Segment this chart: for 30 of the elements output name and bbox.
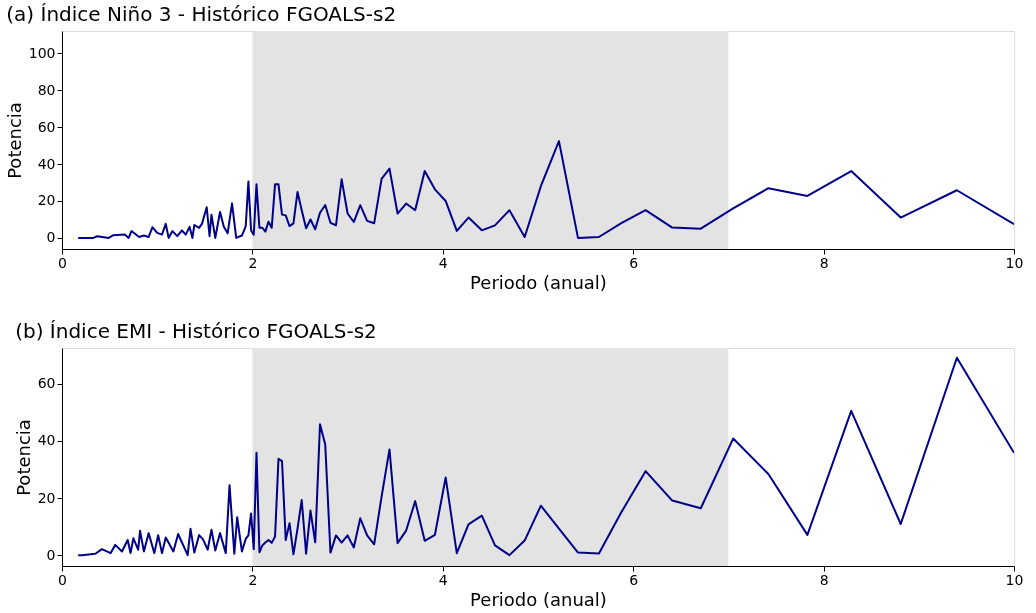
y-tick-label: 80 bbox=[37, 81, 56, 98]
y-tick-label: 40 bbox=[37, 432, 56, 449]
x-tick-label: 4 bbox=[438, 254, 448, 271]
x-tick-label: 6 bbox=[629, 254, 639, 271]
y-tick-label: 0 bbox=[46, 229, 56, 246]
x-tick-label: 0 bbox=[58, 254, 67, 271]
y-tick-label: 40 bbox=[37, 155, 56, 172]
x-axis-title: Periodo (anual) bbox=[470, 588, 607, 610]
x-tick-label: 8 bbox=[819, 571, 829, 588]
y-tick-label: 60 bbox=[37, 375, 56, 392]
y-tick-label: 20 bbox=[37, 192, 56, 209]
y-axis-title: Potencia bbox=[3, 102, 25, 179]
x-tick-label: 2 bbox=[248, 254, 258, 271]
x-tick-label: 2 bbox=[248, 571, 258, 588]
x-tick-label: 10 bbox=[1005, 571, 1024, 588]
x-tick-label: 0 bbox=[58, 571, 67, 588]
x-tick-label: 4 bbox=[438, 571, 448, 588]
y-tick-label: 100 bbox=[28, 44, 56, 61]
y-tick-label: 0 bbox=[46, 546, 56, 563]
x-axis-title: Periodo (anual) bbox=[470, 271, 607, 293]
x-tick-label: 8 bbox=[819, 254, 829, 271]
y-tick-label: 60 bbox=[37, 118, 56, 135]
line-series bbox=[77, 356, 1014, 557]
y-axis-title: Potencia bbox=[12, 419, 34, 496]
line-series bbox=[77, 140, 1014, 239]
x-tick-label: 10 bbox=[1005, 254, 1024, 271]
x-tick-label: 6 bbox=[629, 571, 639, 588]
y-tick-label: 20 bbox=[37, 489, 56, 506]
chart-title: (a) Índice Niño 3 - Histórico FGOALS-s2 bbox=[6, 2, 397, 26]
chart-title: (b) Índice EMI - Histórico FGOALS-s2 bbox=[15, 319, 377, 343]
